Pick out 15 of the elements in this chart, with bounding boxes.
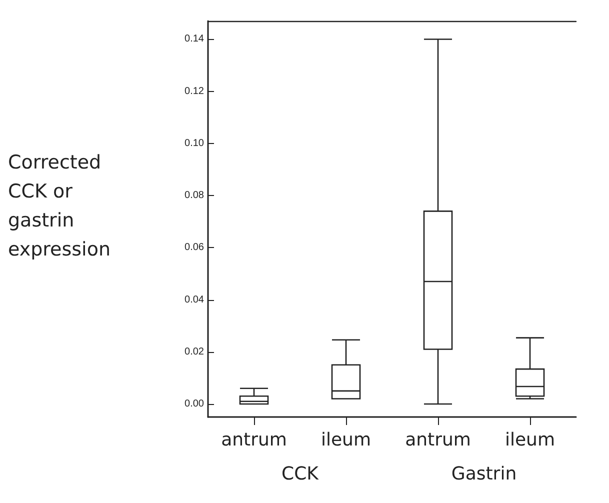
- y-tick-label: 0.12: [184, 86, 204, 97]
- y-tick-label: 0.04: [184, 294, 204, 306]
- text: CCK: [282, 464, 320, 484]
- x-tick-label: ileum: [504, 430, 556, 450]
- x-tick-label: ileum: [320, 430, 372, 450]
- text: Gastrin: [451, 464, 517, 484]
- x-tick-label: antrum: [221, 430, 287, 450]
- y-tick-label: 0.02: [184, 346, 204, 358]
- y-tick-label: 0.06: [184, 242, 204, 254]
- x-tick-label: antrum: [405, 430, 471, 450]
- y-tick-label: 0.08: [184, 190, 204, 202]
- y-axis-title: Corrected CCK or gastrin expression: [8, 152, 110, 260]
- y-tick-label: 0.00: [184, 398, 204, 410]
- y-tick-label: 0.10: [184, 138, 204, 149]
- y-tick-label: 0.14: [184, 34, 204, 45]
